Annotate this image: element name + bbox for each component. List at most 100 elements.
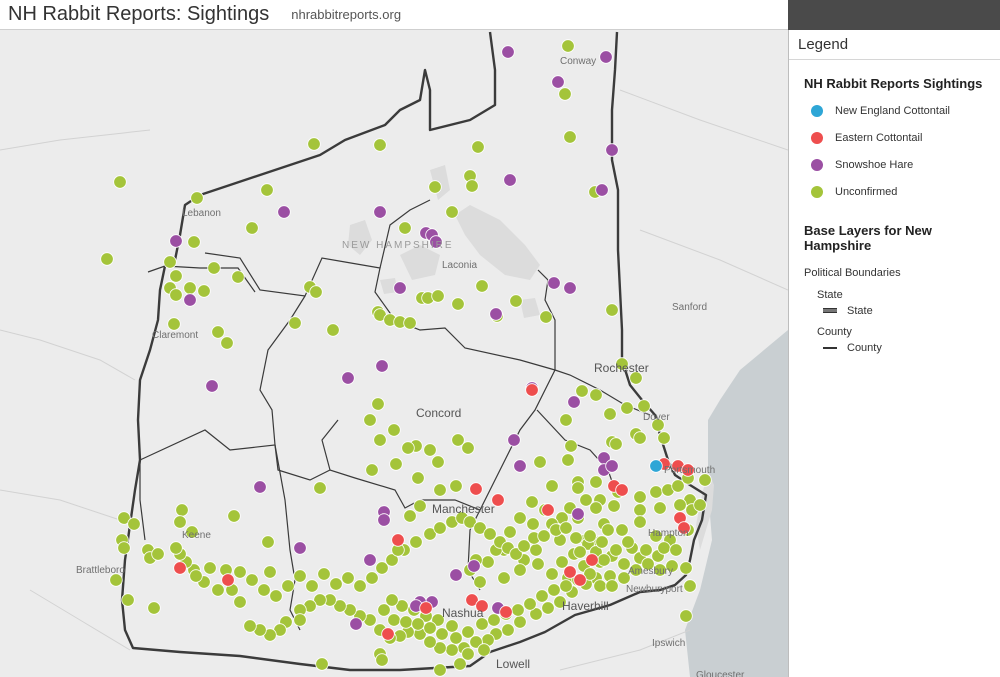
sighting-unconfirmed[interactable] (547, 583, 561, 597)
sighting-unconfirmed[interactable] (473, 521, 487, 535)
sighting-unconfirmed[interactable] (281, 579, 295, 593)
sighting-unconfirmed[interactable] (190, 191, 204, 205)
sighting-unconfirmed[interactable] (433, 521, 447, 535)
sighting-unconfirmed[interactable] (673, 498, 687, 512)
sighting-unconfirmed[interactable] (326, 323, 340, 337)
sighting-eastern-cottontail[interactable] (419, 601, 433, 615)
sighting-unconfirmed[interactable] (669, 543, 683, 557)
sighting-snowshoe-hare[interactable] (507, 433, 521, 447)
sighting-unconfirmed[interactable] (409, 535, 423, 549)
sighting-unconfirmed[interactable] (257, 583, 271, 597)
sighting-snowshoe-hare[interactable] (467, 559, 481, 573)
sighting-unconfirmed[interactable] (220, 336, 234, 350)
sighting-unconfirmed[interactable] (395, 599, 409, 613)
sighting-unconfirmed[interactable] (305, 579, 319, 593)
sighting-snowshoe-hare[interactable] (341, 371, 355, 385)
sighting-unconfirmed[interactable] (561, 453, 575, 467)
sighting-unconfirmed[interactable] (169, 288, 183, 302)
sighting-unconfirmed[interactable] (513, 615, 527, 629)
sighting-unconfirmed[interactable] (461, 647, 475, 661)
sighting-unconfirmed[interactable] (607, 499, 621, 513)
sighting-unconfirmed[interactable] (513, 511, 527, 525)
sighting-unconfirmed[interactable] (617, 571, 631, 585)
sighting-unconfirmed[interactable] (117, 541, 131, 555)
sighting-unconfirmed[interactable] (411, 471, 425, 485)
sighting-unconfirmed[interactable] (469, 635, 483, 649)
sighting-unconfirmed[interactable] (288, 316, 302, 330)
sighting-unconfirmed[interactable] (403, 509, 417, 523)
sighting-unconfirmed[interactable] (483, 527, 497, 541)
sighting-unconfirmed[interactable] (537, 529, 551, 543)
sighting-unconfirmed[interactable] (453, 657, 467, 671)
sighting-unconfirmed[interactable] (679, 561, 693, 575)
sighting-unconfirmed[interactable] (503, 525, 517, 539)
sighting-snowshoe-hare[interactable] (169, 234, 183, 248)
sighting-unconfirmed[interactable] (487, 613, 501, 627)
sighting-eastern-cottontail[interactable] (499, 605, 513, 619)
sighting-unconfirmed[interactable] (385, 593, 399, 607)
sighting-snowshoe-hare[interactable] (563, 281, 577, 295)
sighting-unconfirmed[interactable] (583, 529, 597, 543)
sighting-snowshoe-hare[interactable] (605, 143, 619, 157)
sighting-unconfirmed[interactable] (558, 87, 572, 101)
sighting-unconfirmed[interactable] (523, 597, 537, 611)
sighting-unconfirmed[interactable] (313, 593, 327, 607)
sighting-snowshoe-hare[interactable] (277, 205, 291, 219)
sighting-unconfirmed[interactable] (671, 479, 685, 493)
sighting-unconfirmed[interactable] (461, 441, 475, 455)
sighting-unconfirmed[interactable] (375, 653, 389, 667)
sighting-unconfirmed[interactable] (187, 235, 201, 249)
sighting-unconfirmed[interactable] (147, 601, 161, 615)
sighting-unconfirmed[interactable] (435, 627, 449, 641)
sighting-unconfirmed[interactable] (449, 479, 463, 493)
sighting-unconfirmed[interactable] (263, 565, 277, 579)
sighting-eastern-cottontail[interactable] (173, 561, 187, 575)
sighting-snowshoe-hare[interactable] (449, 568, 463, 582)
sighting-unconfirmed[interactable] (595, 535, 609, 549)
sighting-snowshoe-hare[interactable] (373, 205, 387, 219)
sighting-unconfirmed[interactable] (529, 543, 543, 557)
sighting-unconfirmed[interactable] (601, 523, 615, 537)
sighting-unconfirmed[interactable] (513, 563, 527, 577)
sighting-unconfirmed[interactable] (609, 543, 623, 557)
sighting-unconfirmed[interactable] (605, 303, 619, 317)
sighting-snowshoe-hare[interactable] (567, 395, 581, 409)
sighting-unconfirmed[interactable] (233, 595, 247, 609)
sighting-unconfirmed[interactable] (211, 583, 225, 597)
sighting-unconfirmed[interactable] (511, 603, 525, 617)
sighting-unconfirmed[interactable] (639, 543, 653, 557)
sighting-unconfirmed[interactable] (569, 531, 583, 545)
sighting-unconfirmed[interactable] (423, 621, 437, 635)
sighting-snowshoe-hare[interactable] (501, 45, 515, 59)
sighting-unconfirmed[interactable] (387, 613, 401, 627)
sighting-unconfirmed[interactable] (649, 485, 663, 499)
sighting-unconfirmed[interactable] (653, 563, 667, 577)
sighting-unconfirmed[interactable] (169, 269, 183, 283)
sighting-unconfirmed[interactable] (665, 559, 679, 573)
sighting-unconfirmed[interactable] (203, 561, 217, 575)
sighting-unconfirmed[interactable] (127, 517, 141, 531)
sighting-unconfirmed[interactable] (243, 619, 257, 633)
sighting-unconfirmed[interactable] (233, 565, 247, 579)
sighting-unconfirmed[interactable] (509, 294, 523, 308)
sighting-unconfirmed[interactable] (211, 325, 225, 339)
sighting-unconfirmed[interactable] (109, 573, 123, 587)
sighting-eastern-cottontail[interactable] (615, 483, 629, 497)
sighting-unconfirmed[interactable] (621, 535, 635, 549)
sighting-unconfirmed[interactable] (373, 138, 387, 152)
sighting-unconfirmed[interactable] (293, 569, 307, 583)
sighting-unconfirmed[interactable] (413, 499, 427, 513)
sighting-unconfirmed[interactable] (169, 541, 183, 555)
sighting-snowshoe-hare[interactable] (571, 507, 585, 521)
sighting-unconfirmed[interactable] (529, 607, 543, 621)
sighting-unconfirmed[interactable] (526, 517, 540, 531)
sighting-snowshoe-hare[interactable] (253, 480, 267, 494)
sighting-unconfirmed[interactable] (525, 495, 539, 509)
sighting-snowshoe-hare[interactable] (605, 459, 619, 473)
sighting-snowshoe-hare[interactable] (503, 173, 517, 187)
sighting-new-england-cottontail[interactable] (649, 459, 663, 473)
sighting-unconfirmed[interactable] (653, 501, 667, 515)
sighting-unconfirmed[interactable] (629, 563, 643, 577)
sighting-unconfirmed[interactable] (555, 555, 569, 569)
sighting-unconfirmed[interactable] (509, 547, 523, 561)
